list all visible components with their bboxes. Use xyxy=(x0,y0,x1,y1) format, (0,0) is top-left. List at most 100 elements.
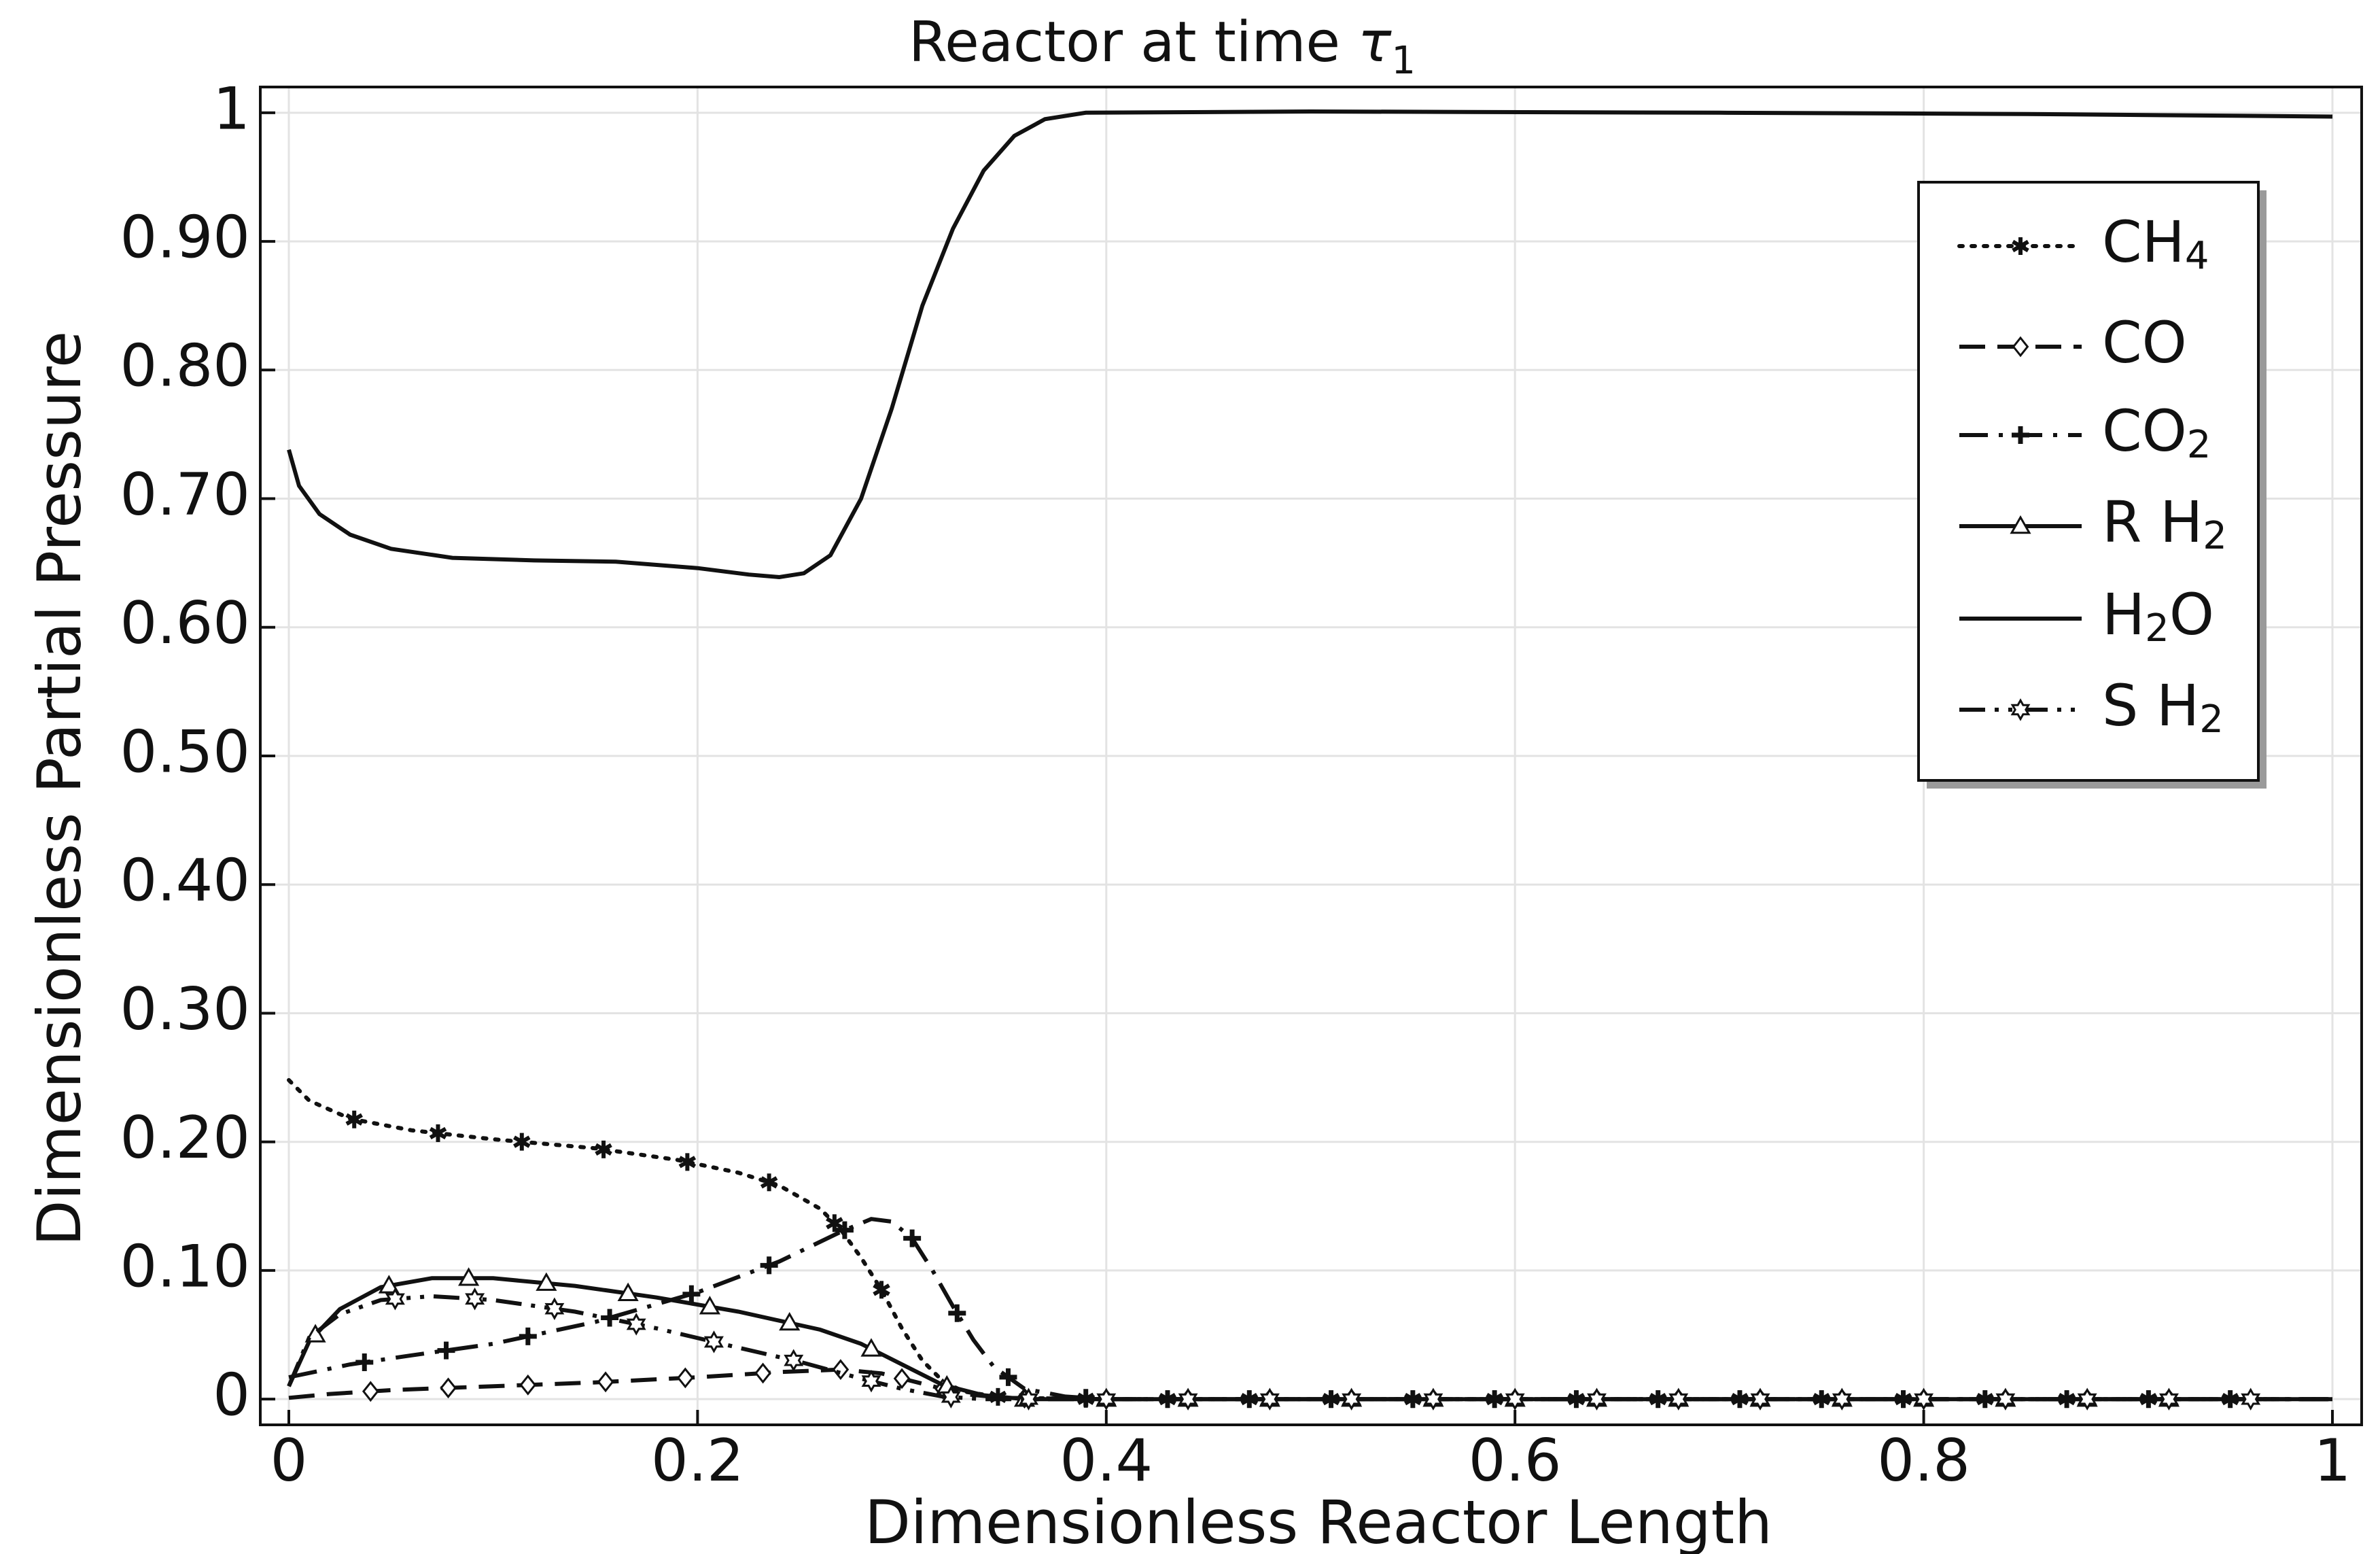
series-line-co2 xyxy=(288,1217,2332,1402)
series-line-ch4 xyxy=(287,1077,2334,1402)
series-point-marker xyxy=(760,1256,778,1275)
legend-label: R H2 xyxy=(2102,489,2227,558)
x-tick-label: 0.8 xyxy=(1877,1427,1970,1495)
y-tick-label: 0.70 xyxy=(120,461,250,529)
series-point-marker xyxy=(941,1385,961,1409)
series-point-marker xyxy=(1096,1387,1117,1411)
y-axis-label: Dimensionless Partial Pressure xyxy=(24,331,94,1246)
series-point-marker xyxy=(437,1341,455,1360)
series-point-marker xyxy=(458,1267,480,1286)
series-point-marker xyxy=(678,1153,697,1171)
series-point-marker xyxy=(465,1288,485,1311)
series-point-marker xyxy=(999,1368,1017,1386)
legend: CH4 CO CO2 R H2 H2O S H2 xyxy=(1917,181,2267,789)
legend-label: CH4 xyxy=(2102,209,2209,278)
series-point-marker xyxy=(2241,1387,2261,1411)
series-point-marker xyxy=(2012,426,2029,444)
series-point-marker xyxy=(519,1374,537,1396)
series-point-marker xyxy=(2012,336,2029,358)
series-point-marker xyxy=(304,1324,326,1343)
series-point-marker xyxy=(440,1377,457,1399)
legend-item-ch4: CH4 xyxy=(1957,209,2209,278)
series-point-marker xyxy=(893,1368,911,1389)
series-point-marker xyxy=(1914,1387,1934,1411)
chart-title: Reactor at time τ1 xyxy=(909,10,1416,83)
series-point-marker xyxy=(873,1281,890,1299)
series-point-marker xyxy=(362,1381,379,1402)
legend-label: CO xyxy=(2102,309,2187,376)
series-point-marker xyxy=(1019,1387,1039,1411)
series-point-marker xyxy=(1832,1387,1852,1411)
series-point-marker xyxy=(544,1297,565,1320)
series-point-marker xyxy=(385,1288,405,1311)
x-tick-label: 0.2 xyxy=(651,1427,744,1495)
series-point-marker xyxy=(617,1282,639,1301)
y-tick-label: 0.80 xyxy=(120,332,250,400)
series-line-s-h2 xyxy=(287,1294,2332,1402)
legend-item-co2: CO2 xyxy=(1959,398,2211,467)
legend-label: S H2 xyxy=(2102,672,2224,742)
series-r-h2 xyxy=(287,1267,2332,1407)
series-point-marker xyxy=(2077,1387,2097,1411)
y-tick-label: 0.10 xyxy=(120,1232,250,1300)
legend-entries: CH4 CO CO2 R H2 H2O S H2 xyxy=(1957,209,2227,742)
series-point-marker xyxy=(345,1110,363,1128)
series-point-marker xyxy=(513,1133,531,1151)
y-tick-label: 0.20 xyxy=(120,1104,250,1172)
series-point-marker xyxy=(682,1285,701,1303)
series-point-marker xyxy=(1342,1387,1362,1411)
series-point-marker xyxy=(860,1338,882,1357)
series-point-marker xyxy=(760,1173,778,1192)
series-point-marker xyxy=(1505,1387,1525,1411)
legend-item-h2o: H2O xyxy=(1959,581,2214,651)
series-point-marker xyxy=(784,1349,804,1372)
series-point-marker xyxy=(519,1327,537,1345)
series-point-marker xyxy=(835,1221,854,1239)
series-point-marker xyxy=(536,1272,557,1291)
series-point-marker xyxy=(2010,698,2031,721)
legend-item-r-h2: R H2 xyxy=(1959,489,2227,558)
series-point-marker xyxy=(948,1304,966,1322)
series-point-marker xyxy=(1587,1387,1607,1411)
series-point-marker xyxy=(903,1229,922,1247)
y-tick-label: 0.60 xyxy=(120,589,250,657)
legend-label: CO2 xyxy=(2102,398,2211,467)
y-tick-label: 0.50 xyxy=(120,718,250,786)
y-axis-ticks: 0 0.10 0.20 0.30 0.40 0.50 0.60 0.70 0.80 0.90 1 xyxy=(120,75,275,1430)
x-tick-label: 0.6 xyxy=(1469,1427,1562,1495)
series-point-marker xyxy=(1750,1387,1770,1411)
series-point-marker xyxy=(677,1367,694,1389)
series-point-marker xyxy=(832,1359,850,1381)
series-line-co xyxy=(288,1367,2332,1402)
x-axis-ticks: 0 0.2 0.4 0.6 0.8 1 xyxy=(270,1410,2351,1495)
y-tick-label: 0.30 xyxy=(120,975,250,1043)
series-point-marker xyxy=(1259,1387,1280,1411)
series-point-marker xyxy=(2012,237,2029,255)
legend-item-co: CO xyxy=(1959,309,2187,376)
series-point-marker xyxy=(2010,515,2031,534)
y-tick-label: 0.90 xyxy=(120,203,250,271)
x-axis-label: Dimensionless Reactor Length xyxy=(864,1487,1772,1554)
series-layer xyxy=(287,109,2334,1411)
y-tick-label: 0.40 xyxy=(120,847,250,915)
series-point-marker xyxy=(826,1214,843,1232)
y-tick-label: 0 xyxy=(213,1362,250,1430)
series-point-marker xyxy=(355,1353,374,1371)
legend-label: H2O xyxy=(2102,581,2214,651)
series-point-marker xyxy=(595,1140,612,1158)
series-s-h2 xyxy=(287,1288,2332,1411)
series-point-marker xyxy=(429,1124,447,1142)
x-tick-label: 0 xyxy=(270,1427,308,1495)
series-point-marker xyxy=(861,1369,881,1393)
grid xyxy=(260,87,2362,1425)
series-point-marker xyxy=(703,1330,724,1353)
series-point-marker xyxy=(2158,1387,2179,1411)
legend-item-s-h2: S H2 xyxy=(1959,672,2224,742)
series-co2 xyxy=(288,1217,2332,1409)
series-line-h2o xyxy=(287,109,2333,580)
legend-box xyxy=(1917,181,2260,782)
x-tick-label: 1 xyxy=(2314,1427,2351,1495)
series-point-marker xyxy=(1423,1387,1443,1411)
series-point-marker xyxy=(699,1296,721,1315)
